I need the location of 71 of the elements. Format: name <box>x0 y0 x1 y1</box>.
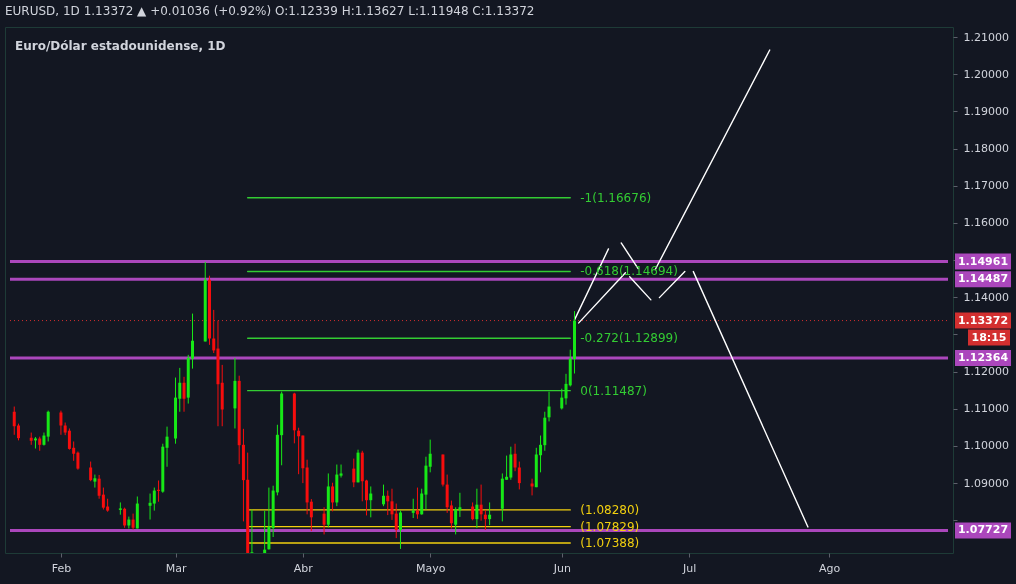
candlestick <box>369 485 373 518</box>
y-tick-label: 1.21000 <box>963 30 1009 44</box>
candlestick <box>390 488 394 521</box>
candlestick <box>123 507 127 529</box>
x-tick-label: Mar <box>165 561 187 575</box>
candlestick <box>322 506 326 535</box>
candlestick <box>165 426 169 468</box>
candlestick <box>398 510 402 550</box>
x-tick-label: Jul <box>681 561 697 575</box>
candlestick <box>76 451 80 471</box>
x-tick-label: Jun <box>552 561 571 575</box>
candlestick <box>382 484 385 507</box>
candlestick <box>152 487 156 512</box>
text: 18:15 <box>971 330 1007 344</box>
candlestick <box>479 484 483 522</box>
candlestick <box>352 458 356 488</box>
candlestick <box>530 478 534 496</box>
candlestick <box>488 501 492 526</box>
y-tick-label: 1.19000 <box>963 104 1009 118</box>
candlestick <box>454 506 458 535</box>
candlestick <box>517 461 521 490</box>
candlestick <box>339 464 343 479</box>
candlestick <box>458 492 462 518</box>
candlestick <box>263 510 267 554</box>
candlestick <box>394 503 398 539</box>
ref-line-label: 1.13372 <box>957 313 1009 327</box>
series-label: (1.08280) <box>580 502 640 517</box>
x-tick-label: Abr <box>293 561 314 575</box>
candlestick <box>118 501 122 516</box>
candlestick <box>365 479 369 516</box>
candlestick <box>547 391 551 422</box>
candlestick <box>267 487 271 551</box>
y-tick-label: 1.20000 <box>963 67 1009 81</box>
y-tick-label: 1.11000 <box>963 402 1009 416</box>
candlestick <box>131 513 135 531</box>
x-tick-label: Mayo <box>415 561 446 575</box>
candlestick <box>475 488 479 529</box>
text: Euro/Dólar estadounidense, 1D <box>15 39 226 53</box>
candlestick <box>93 474 97 489</box>
candlestick <box>59 410 63 436</box>
y-tick-label: 1.17000 <box>963 179 1009 193</box>
candlestick <box>331 482 335 512</box>
series-label: -0.272(1.12899) <box>580 331 678 346</box>
candlestick <box>148 493 152 521</box>
candlestick <box>309 498 313 532</box>
candlestick <box>12 406 16 436</box>
ref-line-label: 1.14487 <box>957 272 1009 286</box>
series-label: -1(1.16676) <box>580 190 652 205</box>
candlestick <box>509 446 513 481</box>
candlestick <box>483 509 487 531</box>
candlestick <box>157 480 161 503</box>
series-label: 0(1.11487) <box>580 383 647 398</box>
y-tick-label: 1.14000 <box>963 290 1009 304</box>
x-tick-label: Feb <box>51 561 72 575</box>
candlestick <box>89 461 93 482</box>
series-label: (1.07388) <box>580 536 640 551</box>
y-tick-label: 1.16000 <box>963 216 1009 230</box>
y-tick-label: 1.10000 <box>963 439 1009 453</box>
candlestick <box>250 509 254 554</box>
x-tick-label: Ago <box>819 561 841 575</box>
chart-title: EURUSD, 1D 1.13372 ▲ +0.01036 (+0.92%) O:1.12339 H:1.13627 L:1.11948 C:1.13372 <box>5 4 535 18</box>
ref-line-label: 1.07727 <box>957 523 1009 537</box>
candlestick <box>513 443 517 472</box>
candlestick <box>560 388 564 411</box>
candlestick <box>428 439 432 473</box>
y-tick-label: 1.18000 <box>963 142 1009 156</box>
y-tick-label: 1.12000 <box>963 365 1009 379</box>
ref-line-label: 1.12364 <box>957 351 1009 365</box>
y-tick-label: 1.09000 <box>963 476 1009 490</box>
ref-line-label: 1.14961 <box>957 254 1009 268</box>
candlestick <box>67 427 71 451</box>
